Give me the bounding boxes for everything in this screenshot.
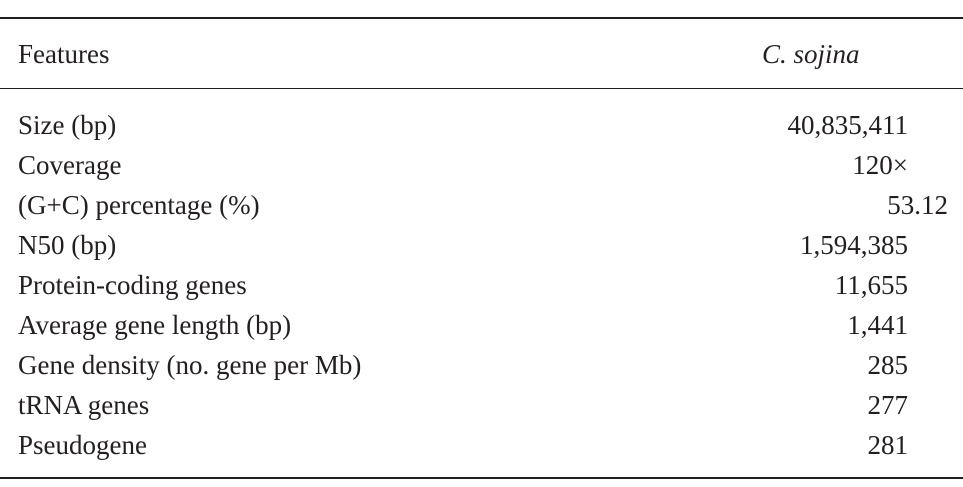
value-cell: 1,441 (847, 310, 908, 340)
header-species: C. sojina (762, 39, 860, 69)
feature-cell: Size (bp) (18, 110, 117, 140)
bottom-rule (0, 477, 963, 479)
value-cell: 1,594,385 (800, 230, 908, 260)
feature-cell: Average gene length (bp) (18, 310, 292, 340)
feature-cell: Gene density (no. gene per Mb) (18, 350, 362, 380)
value-cell: 281 (867, 430, 909, 460)
feature-cell: Coverage (18, 150, 122, 180)
value-cell: 53.12 (887, 190, 948, 220)
value-cell: 285 (867, 350, 909, 380)
feature-cell: Protein-coding genes (18, 270, 247, 300)
feature-cell: tRNA genes (18, 390, 150, 420)
value-cell: 120× (852, 150, 908, 180)
feature-cell: (G+C) percentage (%) (18, 190, 260, 220)
value-cell: 11,655 (834, 270, 908, 300)
feature-cell: N50 (bp) (18, 230, 117, 260)
top-rule (0, 17, 963, 19)
value-cell: 277 (867, 390, 909, 420)
header-features: Features (18, 39, 110, 69)
header-rule (0, 88, 963, 89)
value-cell: 40,835,411 (787, 110, 909, 140)
feature-cell: Pseudogene (18, 430, 147, 460)
